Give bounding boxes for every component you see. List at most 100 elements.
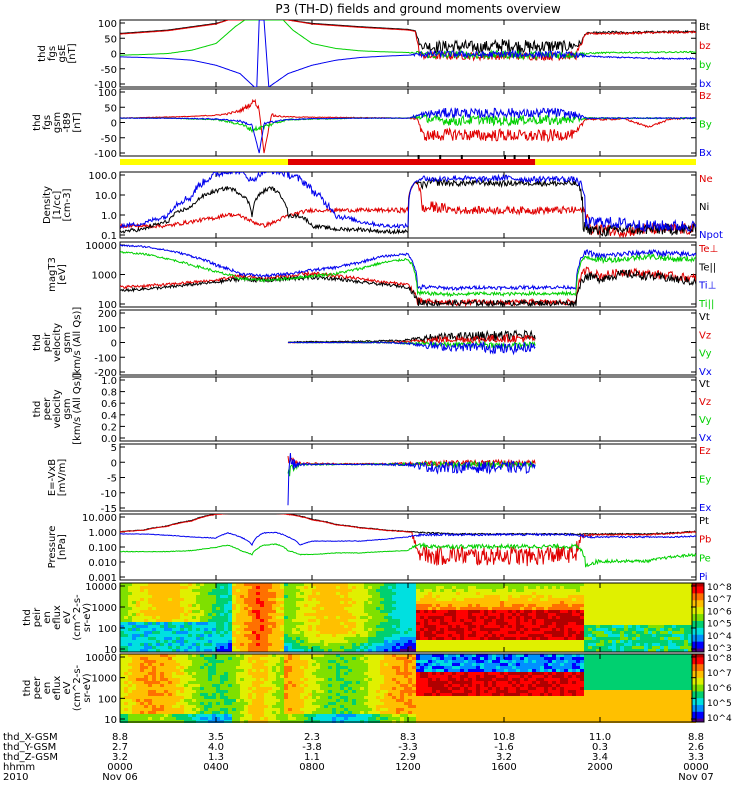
spectrogram-cell (200, 643, 204, 646)
spectrogram-cell (544, 589, 548, 592)
spectrogram-cell (172, 622, 176, 625)
spectrogram-cell (124, 666, 128, 669)
spectrogram-cell (668, 625, 672, 628)
spectrogram-cell (456, 610, 460, 613)
spectrogram-cell (348, 640, 352, 643)
spectrogram-cell (304, 625, 308, 628)
spectrogram-cell (272, 654, 276, 657)
spectrogram-cell (572, 586, 576, 589)
spectrogram-cell (256, 705, 260, 708)
spectrogram-cell (680, 607, 684, 610)
colorbar-segment (692, 596, 704, 601)
spectrogram-cell (284, 678, 288, 681)
spectrogram-cell (164, 610, 168, 613)
spectrogram-cell (268, 717, 272, 720)
spectrogram-cell (244, 595, 248, 598)
spectrogram-cell (520, 646, 524, 649)
spectrogram-cell (184, 583, 188, 586)
spectrogram-cell (356, 604, 360, 607)
spectrogram-cell (212, 696, 216, 699)
spectrogram-cell (272, 699, 276, 702)
spectrogram-cell (464, 607, 468, 610)
spectrogram-cell (148, 586, 152, 589)
spectrogram-cell (252, 589, 256, 592)
spectrogram-cell (192, 583, 196, 586)
spectrogram-cell (204, 628, 208, 631)
spectrogram-cell (208, 628, 212, 631)
spectrogram-cell (292, 604, 296, 607)
spectrogram-cell (176, 711, 180, 714)
spectrogram-cell (600, 616, 604, 619)
spectrogram-cell (500, 643, 504, 646)
spectrogram-cell (396, 607, 400, 610)
spectrogram-cell (604, 628, 608, 631)
spectrogram-cell (288, 693, 292, 696)
spectrogram-cell (464, 589, 468, 592)
spectrogram-cell (320, 607, 324, 610)
spectrogram-cell (304, 666, 308, 669)
spectrogram-cell (144, 613, 148, 616)
spectrogram-cell (312, 663, 316, 666)
spectrogram-cell (280, 637, 284, 640)
spectrogram-cell (244, 717, 248, 720)
spectrogram-cell (580, 583, 584, 586)
spectrogram-cell (324, 634, 328, 637)
spectrogram-cell (192, 604, 196, 607)
spectrogram-cell (268, 598, 272, 601)
spectrogram-cell (316, 589, 320, 592)
spectrogram-cell (192, 643, 196, 646)
spectrogram-cell (284, 669, 288, 672)
spectrogram-cell (384, 646, 388, 649)
spectrogram-cell (296, 637, 300, 640)
spectrogram-cell (276, 607, 280, 610)
spectrogram-cell (284, 643, 288, 646)
spectrogram-cell (676, 583, 680, 586)
spectrogram-cell (132, 711, 136, 714)
colorbar-frame (691, 582, 705, 653)
spectrogram-cell (360, 601, 364, 604)
spectrogram-cell (220, 684, 224, 687)
spectrogram-cell (288, 660, 292, 663)
spectrogram-cell (128, 690, 132, 693)
spectrogram-cell (292, 714, 296, 717)
spectrogram-cell (352, 589, 356, 592)
spectrogram-cell (300, 598, 304, 601)
spectrogram-cell (184, 598, 188, 601)
spectrogram-cell (144, 690, 148, 693)
spectrogram-cell (372, 607, 376, 610)
spectrogram-cell (560, 625, 564, 628)
spectrogram-cell (524, 643, 528, 646)
spectrogram-cell (244, 714, 248, 717)
spectrogram-cell (372, 625, 376, 628)
spectrogram-cell (460, 619, 464, 622)
spectrogram-cell (468, 592, 472, 595)
spectrogram-cell (564, 586, 568, 589)
spectrogram-cell (328, 604, 332, 607)
spectrogram-cell (316, 690, 320, 693)
spectrogram-cell (256, 708, 260, 711)
spectrogram-cell (364, 598, 368, 601)
spectrogram-cell (140, 592, 144, 595)
spectrogram-cell (156, 643, 160, 646)
spectrogram-cell (424, 619, 428, 622)
spectrogram-cell (432, 643, 436, 646)
spectrogram-cell (532, 613, 536, 616)
spectrogram-cell (596, 643, 600, 646)
spectrogram-cell (488, 640, 492, 643)
spectrogram-cell (608, 646, 612, 649)
spectrogram-cell (144, 666, 148, 669)
spectrogram-cell (312, 646, 316, 649)
spectrogram-cell (412, 634, 416, 637)
spectrogram-cell (364, 583, 368, 586)
spectrogram-cell (360, 649, 364, 652)
spectrogram-cell (128, 610, 132, 613)
spectrogram-cell (296, 687, 300, 690)
spectrogram-cell (660, 613, 664, 616)
spectrogram-cell (232, 678, 236, 681)
spectrogram-cell (484, 595, 488, 598)
spectrogram-cell (460, 601, 464, 604)
spectrogram-cell (212, 631, 216, 634)
y-tick-label: 100 (98, 19, 117, 30)
spectrogram-cell (132, 616, 136, 619)
spectrogram-cell (476, 649, 480, 652)
